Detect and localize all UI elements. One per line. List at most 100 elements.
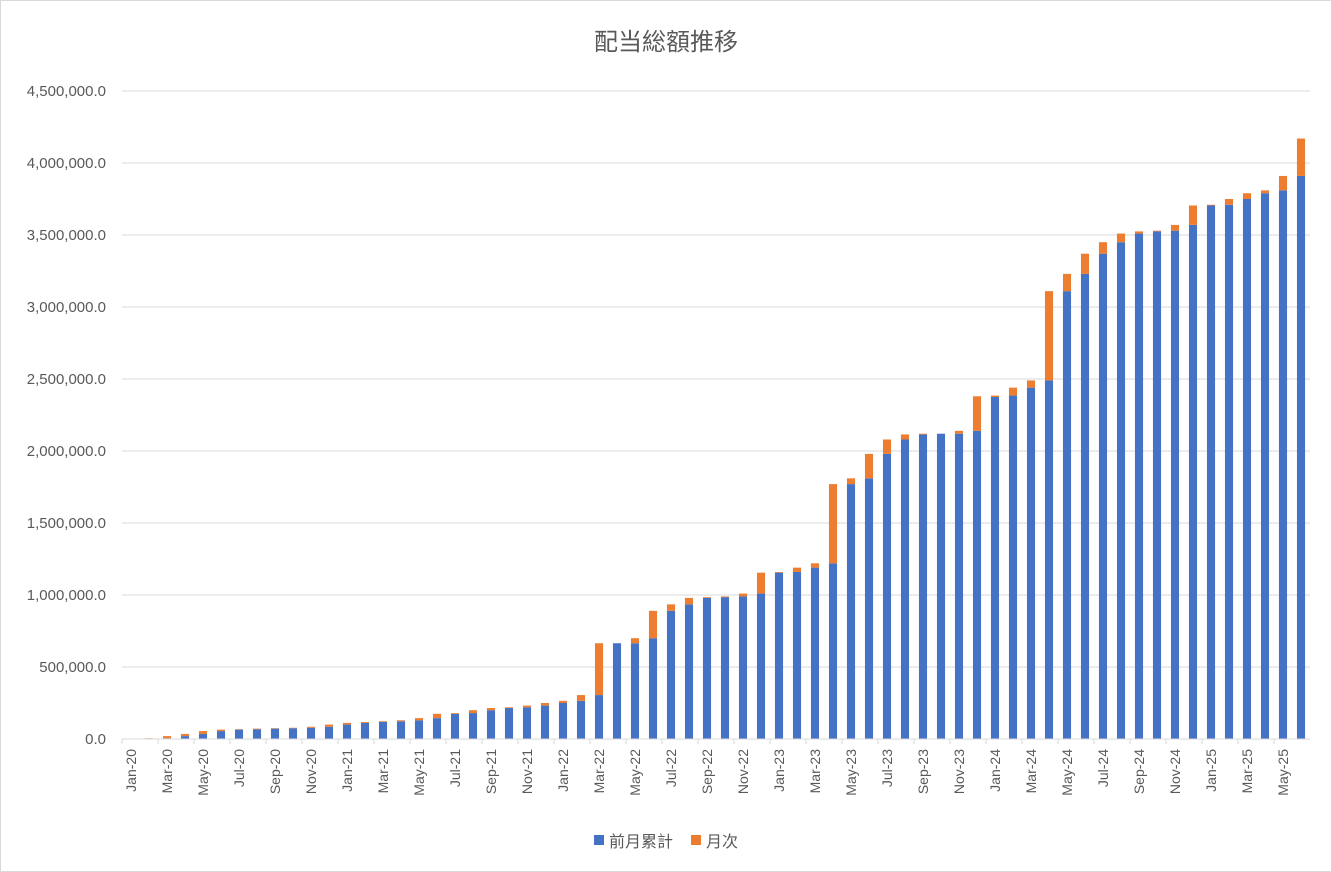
bar-cumulative-Sep-20	[270, 728, 280, 739]
x-tick-label: Sep-23	[915, 749, 931, 794]
y-tick-label: 2,000,000.0	[27, 443, 106, 460]
bar-cumulative-Sep-21	[486, 710, 496, 739]
bar-monthly-Dec-22	[756, 572, 766, 594]
x-tick-label: Jan-25	[1203, 749, 1219, 792]
bar-cumulative-Feb-24	[1008, 395, 1018, 739]
bar-cumulative-Aug-23	[900, 439, 910, 739]
legend-item-monthly: 月次	[691, 828, 738, 852]
x-tick-label: Nov-21	[519, 749, 535, 794]
bar-monthly-Jan-23	[774, 571, 784, 573]
bar-cumulative-Jun-21	[432, 718, 442, 739]
x-tick-label: May-20	[195, 749, 211, 796]
bar-cumulative-Jun-25	[1296, 175, 1306, 739]
x-tick-label: Jul-22	[663, 749, 679, 787]
bar-monthly-Feb-22	[576, 695, 586, 701]
bar-cumulative-Jul-24	[1098, 253, 1108, 739]
x-tick-label: Sep-24	[1131, 749, 1147, 794]
bar-monthly-Nov-22	[738, 593, 748, 597]
x-tick-label: May-25	[1275, 749, 1291, 796]
bar-monthly-Apr-24	[1044, 291, 1054, 381]
bar-monthly-Nov-23	[954, 430, 964, 434]
bar-cumulative-Sep-22	[702, 597, 712, 739]
y-tick-label: 3,000,000.0	[27, 299, 106, 316]
bar-cumulative-Nov-21	[522, 707, 532, 739]
bar-monthly-Apr-23	[828, 484, 838, 564]
bar-cumulative-Aug-22	[684, 604, 694, 739]
bar-cumulative-Oct-23	[936, 433, 946, 739]
bar-monthly-Jun-22	[648, 610, 658, 639]
x-tick-label: Jan-24	[987, 749, 1003, 792]
x-tick-label: Nov-20	[303, 749, 319, 794]
legend: 前月累計 月次	[0, 828, 1332, 852]
bar-monthly-Mar-23	[810, 563, 820, 568]
x-tick-label: Jan-22	[555, 749, 571, 792]
x-tick-label: Sep-21	[483, 749, 499, 794]
bars	[144, 138, 1306, 740]
bar-cumulative-Oct-22	[720, 597, 730, 739]
bar-cumulative-May-20	[198, 733, 208, 739]
bar-cumulative-Dec-20	[324, 726, 334, 739]
y-tick-label: 500,000.0	[39, 659, 106, 676]
bar-monthly-Aug-24	[1116, 233, 1126, 243]
bar-cumulative-Apr-24	[1044, 380, 1054, 739]
bar-cumulative-Apr-21	[396, 721, 406, 739]
bar-cumulative-Mar-21	[378, 722, 388, 739]
x-tick-label: Jul-24	[1095, 749, 1111, 787]
bar-cumulative-Jan-23	[774, 572, 784, 739]
bar-monthly-Mar-21	[378, 721, 388, 723]
x-tick-label: May-23	[843, 749, 859, 796]
bar-monthly-Dec-24	[1188, 205, 1198, 225]
x-axis	[121, 738, 1310, 744]
x-tick-label: Jul-20	[231, 749, 247, 787]
x-tick-labels: Jan-20 Mar-20 May-20 Jul-20 Sep-20 Nov-20 Jan-…	[123, 749, 1291, 796]
bar-monthly-Mar-24	[1026, 380, 1036, 388]
bar-monthly-Mar-20	[162, 736, 172, 739]
bar-monthly-Sep-23	[918, 433, 928, 435]
bar-monthly-Jan-25	[1206, 204, 1216, 206]
bar-cumulative-Aug-20	[252, 729, 262, 739]
y-tick-label: 0.0	[85, 731, 106, 748]
bar-monthly-Apr-21	[396, 720, 406, 722]
bar-monthly-Feb-21	[360, 722, 370, 723]
bar-cumulative-Jun-23	[864, 478, 874, 739]
bar-cumulative-Nov-24	[1170, 230, 1180, 739]
bar-cumulative-Jan-21	[342, 724, 352, 739]
x-tick-label: Jan-20	[123, 749, 139, 792]
bar-monthly-Feb-25	[1224, 199, 1234, 205]
bar-cumulative-Dec-22	[756, 593, 766, 739]
legend-label-monthly: 月次	[706, 832, 739, 851]
bar-cumulative-Dec-23	[972, 430, 982, 739]
bar-cumulative-Oct-20	[288, 728, 298, 739]
bar-monthly-Jul-23	[882, 439, 892, 454]
bar-monthly-Dec-20	[324, 724, 334, 727]
bar-cumulative-Nov-22	[738, 596, 748, 739]
x-tick-label: May-22	[627, 749, 643, 796]
x-tick-label: Sep-20	[267, 749, 283, 794]
bar-cumulative-Apr-25	[1260, 193, 1270, 740]
x-tick-label: Nov-23	[951, 749, 967, 794]
bar-cumulative-Aug-24	[1116, 242, 1126, 739]
bar-cumulative-Jan-25	[1206, 205, 1216, 740]
bar-cumulative-Mar-25	[1242, 199, 1252, 739]
x-tick-label: Jan-23	[771, 749, 787, 792]
x-tick-label: Nov-22	[735, 749, 751, 794]
y-tick-label: 3,500,000.0	[27, 227, 106, 244]
bar-cumulative-Jul-20	[234, 729, 244, 739]
bar-cumulative-Aug-21	[468, 713, 478, 739]
bar-cumulative-Jul-21	[450, 713, 460, 739]
x-tick-label: Jul-21	[447, 749, 463, 787]
bar-cumulative-Jul-22	[666, 610, 676, 739]
chart-title: 配当総額推移	[594, 28, 738, 56]
bar-monthly-Jun-25	[1296, 138, 1306, 176]
bar-monthly-Oct-21	[504, 707, 514, 709]
bar-cumulative-Dec-24	[1188, 224, 1198, 740]
bar-cumulative-May-23	[846, 484, 856, 739]
bar-cumulative-Sep-23	[918, 434, 928, 739]
bar-cumulative-Feb-23	[792, 571, 802, 739]
bar-monthly-Jan-22	[558, 700, 568, 703]
legend-swatch-monthly	[691, 835, 701, 845]
bar-cumulative-Oct-21	[504, 708, 514, 739]
x-tick-label: Mar-24	[1023, 749, 1039, 794]
